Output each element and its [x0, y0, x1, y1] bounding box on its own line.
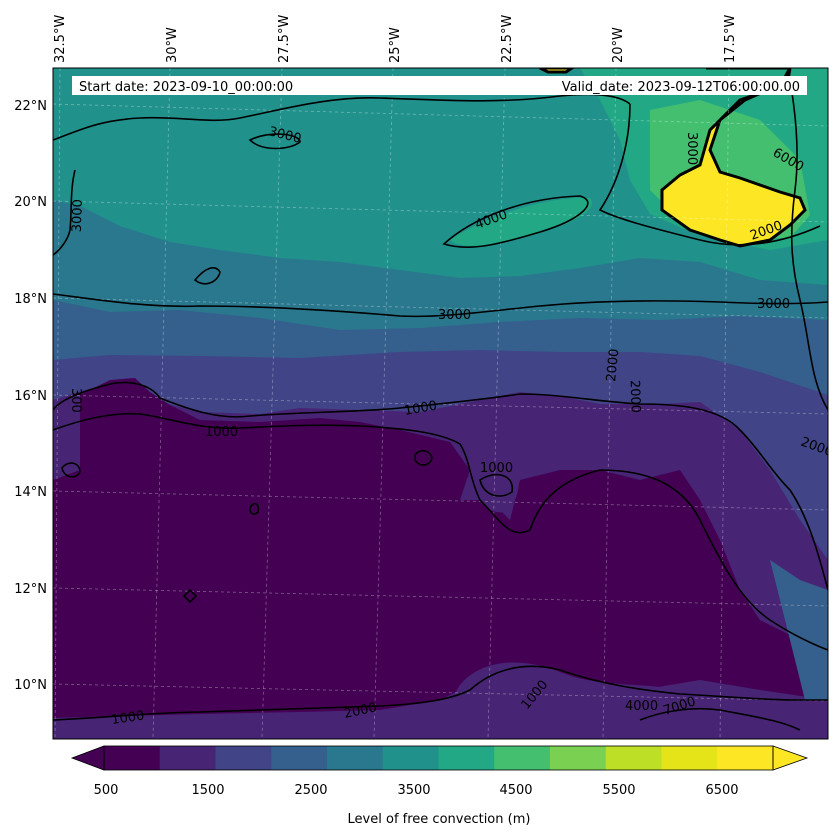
contour-1000: [53, 412, 828, 651]
colorbar-ticks: 500 1500 2500 3500 4500 5500 6500: [94, 783, 739, 798]
colorbar-tick-label: 6500: [705, 783, 738, 798]
contour-3000-mid: [53, 293, 828, 318]
colorbar-cell: [438, 746, 495, 770]
colorbar-cell: [382, 746, 439, 770]
contour-4000: [442, 195, 589, 249]
longitude-label: 30°W: [165, 27, 180, 63]
contour-label: 1000: [480, 461, 513, 476]
field-below-1000: [53, 378, 828, 718]
colorbar-label: Level of free convection (m): [348, 812, 531, 827]
contour-label: 2000: [604, 348, 622, 382]
contour-small-5: [193, 267, 221, 285]
longitude-labels: 32.5°W 30°W 27.5°W 25°W 22.5°W 20°W 17.5…: [53, 15, 738, 63]
colorbar-cell: [605, 746, 662, 770]
contour-small-7: [479, 473, 513, 497]
valid-date-label: Valid_date: 2023-09-12T06:00:00.00: [562, 80, 800, 95]
colorbar-tick-label: 5500: [602, 783, 635, 798]
map-frame: [52, 67, 829, 740]
contour-3000-north: [53, 93, 631, 141]
colorbar-cell: [717, 746, 774, 770]
contour-3000-west: [53, 169, 76, 256]
contour-label: 300: [68, 388, 83, 413]
contour-label: 2000: [627, 380, 643, 414]
longitude-label: 27.5°W: [277, 15, 292, 63]
latitude-label: 10°N: [14, 678, 47, 693]
colorbar-frame: [103, 745, 774, 771]
contour-4000-ne: [598, 103, 821, 246]
longitude-label: 20°W: [611, 27, 626, 63]
colorbar-cell: [494, 746, 551, 770]
field-above-7000-top: [539, 68, 575, 74]
longitude-label: 25°W: [388, 27, 403, 63]
colorbar-extend-min: [70, 745, 105, 771]
longitude-label: 22.5°W: [500, 15, 515, 63]
latitude-label: 22°N: [14, 99, 47, 114]
field-above-7000: [660, 68, 807, 248]
colorbar-cell: [550, 746, 607, 770]
date-box: [72, 76, 807, 95]
latitude-label: 14°N: [14, 485, 47, 500]
contour-label: 4000: [625, 699, 658, 714]
colorbar-cell: [215, 746, 272, 770]
longitude-label: 17.5°W: [723, 15, 738, 63]
colorbar-cell: [271, 746, 328, 770]
contour-small-2: [414, 449, 433, 466]
contour-small-6: [249, 502, 260, 515]
latitude-label: 16°N: [14, 389, 47, 404]
start-date-label: Start date: 2023-09-10_00:00:00: [79, 80, 293, 95]
colorbar-tick-label: 3500: [397, 783, 430, 798]
gridlines: [53, 68, 828, 739]
field-4000-4500-patch: [450, 197, 592, 246]
contour-3000-coast: [789, 79, 828, 411]
contour-2000-south: [639, 707, 801, 731]
contour-label: 1000: [205, 425, 238, 440]
colorbar-cell: [327, 746, 384, 770]
contour-small-1: [182, 588, 198, 604]
latitude-label: 20°N: [14, 195, 47, 210]
contour-small-3: [61, 462, 81, 478]
colorbar-extend-max: [772, 745, 809, 771]
latitude-label: 18°N: [14, 292, 47, 307]
contour-label: 1000: [403, 398, 438, 419]
contour-label: 1000: [110, 709, 145, 728]
contour-2000: [53, 381, 828, 591]
contour-1000-south: [53, 665, 828, 721]
latitude-label: 12°N: [14, 582, 47, 597]
colorbar-cell: [661, 746, 718, 770]
contour-label: 3000: [70, 199, 86, 233]
contour-lines: [53, 79, 828, 731]
contour-label: 3000: [757, 297, 790, 312]
map-panel: 3000 3000 4000 3000 3000 2000 2000 1000 …: [53, 68, 828, 739]
longitude-label: 32.5°W: [53, 15, 68, 63]
colorbar-cells: [104, 746, 774, 770]
colorbar-tick-label: 4500: [499, 783, 532, 798]
colorbar-cell: [159, 746, 216, 770]
contour-label: 3000: [438, 308, 471, 323]
field-patch-south: [440, 662, 720, 739]
contour-small-4: [248, 133, 301, 150]
colorbar-tick-label: 1500: [191, 783, 224, 798]
contour-label: 3000: [684, 132, 699, 165]
latitude-labels: 22°N 20°N 18°N 16°N 14°N 12°N 10°N: [14, 99, 47, 693]
field-patch-mid: [470, 456, 519, 513]
colorbar: 500 1500 2500 3500 4500 5500 6500 Level …: [70, 745, 809, 827]
contour-label: 2000: [343, 700, 378, 722]
field-se-coast: [770, 560, 828, 700]
colorbar-tick-label: 2500: [294, 783, 327, 798]
colorbar-cell: [104, 746, 161, 770]
colorbar-tick-label: 500: [94, 783, 119, 798]
